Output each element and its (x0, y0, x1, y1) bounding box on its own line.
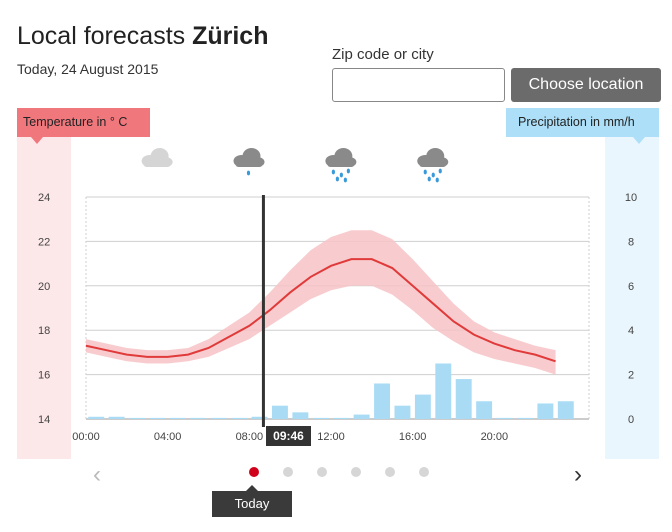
precipitation-tick-label: 2 (628, 370, 634, 382)
time-tick-label: 04:00 (154, 431, 182, 443)
chart-grid (85, 196, 590, 420)
day-dot[interactable] (283, 467, 293, 477)
day-dot[interactable] (249, 467, 259, 477)
zip-code-label: Zip code or city (332, 46, 434, 63)
temperature-tick-label: 22 (38, 236, 50, 248)
precipitation-bar (108, 416, 125, 419)
choose-location-button[interactable]: Choose location (511, 68, 661, 102)
time-tick-label: 12:00 (317, 431, 345, 443)
precipitation-bar (88, 416, 105, 419)
precipitation-bar (231, 417, 248, 419)
precipitation-bar (394, 405, 411, 419)
precipitation-bar (496, 417, 513, 419)
today-tooltip: Today (212, 485, 292, 517)
precipitation-tick-label: 10 (625, 192, 637, 204)
day-dot[interactable] (385, 467, 395, 477)
temperature-axis-band (17, 137, 71, 459)
cloud-rain-light-icon (233, 148, 265, 176)
temperature-line (85, 258, 556, 363)
precipitation-bar (292, 412, 309, 419)
previous-day-button[interactable]: ‹ (93, 461, 101, 488)
city-name: Zürich (192, 22, 269, 50)
precipitation-bar (353, 414, 370, 419)
precipitation-bar (169, 417, 186, 419)
temperature-tick-label: 18 (38, 325, 50, 337)
title-prefix: Local forecasts (17, 22, 186, 50)
temperature-tick-label: 14 (38, 414, 50, 426)
precipitation-bar (435, 363, 452, 419)
precipitation-bar (271, 405, 288, 419)
precipitation-legend-tag: Precipitation in mm/h (506, 108, 659, 144)
time-tick-label: 08:00 (236, 431, 264, 443)
day-dot[interactable] (419, 467, 429, 477)
precipitation-bar (516, 417, 533, 419)
weather-icons (141, 148, 449, 183)
precipitation-bar (129, 417, 146, 419)
cloud-rain-heavy-icon (325, 148, 357, 183)
current-time-badge: 09:46 (266, 426, 311, 446)
temperature-tick-label: 20 (38, 281, 50, 293)
zip-code-input[interactable] (332, 68, 505, 102)
forecast-date: Today, 24 August 2015 (17, 61, 159, 77)
precipitation-bar (190, 417, 207, 419)
precipitation-bar (455, 379, 472, 419)
next-day-button[interactable]: › (574, 461, 582, 488)
precipitation-bar (210, 417, 227, 419)
precipitation-tick-label: 0 (628, 414, 634, 426)
precipitation-bar (557, 401, 574, 419)
precipitation-bar (149, 417, 166, 419)
precipitation-bar (476, 401, 493, 419)
precipitation-bar (333, 417, 350, 419)
temperature-tick-label: 24 (38, 192, 50, 204)
temperature-tick-label: 16 (38, 370, 50, 382)
day-dot[interactable] (351, 467, 361, 477)
precipitation-tick-label: 8 (628, 236, 634, 248)
day-dot[interactable] (317, 467, 327, 477)
temperature-range-band (86, 230, 556, 375)
precipitation-axis-band (605, 137, 659, 459)
cloud-rain-heavy-icon (417, 148, 449, 183)
precipitation-tick-label: 4 (628, 325, 634, 337)
time-tick-label: 00:00 (72, 431, 100, 443)
precipitation-bar (251, 416, 268, 419)
time-tick-label: 20:00 (481, 431, 509, 443)
temperature-legend-tag: Temperature in ° C (17, 108, 150, 144)
precipitation-tick-label: 6 (628, 281, 634, 293)
precipitation-bar (537, 403, 554, 419)
cloudy-icon (141, 148, 173, 167)
time-tick-label: 16:00 (399, 431, 427, 443)
precipitation-bar (312, 417, 329, 419)
page-title: Local forecasts Zürich (17, 22, 269, 51)
precipitation-bars (88, 363, 574, 419)
precipitation-bar (374, 383, 391, 419)
precipitation-bar (414, 394, 431, 419)
